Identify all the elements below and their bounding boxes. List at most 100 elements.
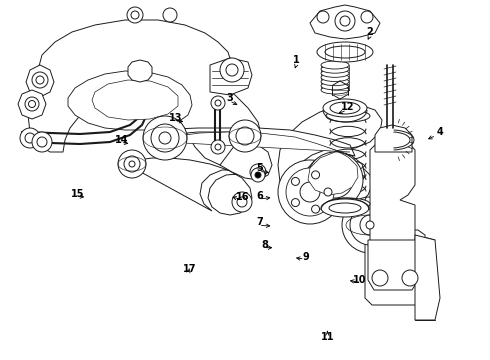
Ellipse shape xyxy=(326,198,370,210)
Ellipse shape xyxy=(321,199,369,217)
Text: 13: 13 xyxy=(169,113,182,123)
Circle shape xyxy=(342,197,398,253)
Polygon shape xyxy=(26,65,54,97)
Polygon shape xyxy=(18,90,46,119)
Circle shape xyxy=(402,270,418,286)
Circle shape xyxy=(36,76,44,84)
Circle shape xyxy=(131,11,139,19)
Ellipse shape xyxy=(321,69,349,77)
Ellipse shape xyxy=(329,203,361,213)
Polygon shape xyxy=(28,20,262,167)
Ellipse shape xyxy=(326,110,370,122)
Ellipse shape xyxy=(330,102,360,114)
Text: 3: 3 xyxy=(226,93,233,103)
Polygon shape xyxy=(68,71,192,130)
Circle shape xyxy=(335,11,355,31)
Circle shape xyxy=(220,58,244,82)
Circle shape xyxy=(163,8,177,22)
Ellipse shape xyxy=(321,82,349,90)
Circle shape xyxy=(324,188,332,196)
Circle shape xyxy=(366,221,374,229)
Circle shape xyxy=(360,215,380,235)
Circle shape xyxy=(250,164,266,180)
Polygon shape xyxy=(368,240,418,290)
Circle shape xyxy=(254,168,262,176)
Circle shape xyxy=(255,172,261,178)
Circle shape xyxy=(361,11,373,23)
Ellipse shape xyxy=(321,65,349,73)
Circle shape xyxy=(226,64,238,76)
Polygon shape xyxy=(415,235,440,320)
Circle shape xyxy=(317,11,329,23)
Circle shape xyxy=(237,197,247,207)
Polygon shape xyxy=(310,5,380,39)
Circle shape xyxy=(127,7,143,23)
Text: 10: 10 xyxy=(353,275,367,285)
Text: 15: 15 xyxy=(71,189,84,199)
Circle shape xyxy=(317,162,353,198)
Circle shape xyxy=(143,116,187,160)
Circle shape xyxy=(292,199,299,207)
Circle shape xyxy=(307,152,363,208)
Ellipse shape xyxy=(331,85,349,95)
Text: 6: 6 xyxy=(256,191,263,201)
Circle shape xyxy=(20,128,40,148)
Text: 1: 1 xyxy=(293,55,300,66)
Circle shape xyxy=(232,192,252,212)
Circle shape xyxy=(211,96,225,110)
Text: 8: 8 xyxy=(261,240,268,250)
Polygon shape xyxy=(375,125,412,152)
Circle shape xyxy=(159,132,171,144)
Circle shape xyxy=(350,205,390,245)
Text: 2: 2 xyxy=(367,27,373,37)
Polygon shape xyxy=(165,132,358,195)
Circle shape xyxy=(215,144,221,150)
Polygon shape xyxy=(278,105,382,205)
Circle shape xyxy=(151,124,179,152)
Circle shape xyxy=(251,168,265,182)
Ellipse shape xyxy=(321,78,349,86)
Circle shape xyxy=(236,127,254,145)
Text: 5: 5 xyxy=(256,163,263,174)
Ellipse shape xyxy=(325,46,365,58)
Polygon shape xyxy=(128,158,252,215)
Text: 17: 17 xyxy=(183,264,197,274)
Polygon shape xyxy=(370,138,415,252)
Circle shape xyxy=(312,205,319,213)
Circle shape xyxy=(118,150,146,178)
Circle shape xyxy=(229,120,261,152)
Polygon shape xyxy=(220,142,272,180)
Polygon shape xyxy=(128,60,152,82)
Polygon shape xyxy=(92,80,178,120)
Circle shape xyxy=(32,72,48,88)
Ellipse shape xyxy=(323,99,367,117)
Polygon shape xyxy=(155,128,365,195)
Circle shape xyxy=(215,100,221,106)
Circle shape xyxy=(211,140,225,154)
Circle shape xyxy=(37,137,47,147)
Circle shape xyxy=(25,133,35,143)
Circle shape xyxy=(32,132,52,152)
Polygon shape xyxy=(365,230,425,305)
Ellipse shape xyxy=(321,61,349,69)
Text: 12: 12 xyxy=(341,102,355,112)
Circle shape xyxy=(286,168,334,216)
Circle shape xyxy=(129,161,135,167)
Text: 9: 9 xyxy=(303,252,310,262)
Circle shape xyxy=(340,16,350,26)
Text: 7: 7 xyxy=(256,217,263,228)
Circle shape xyxy=(28,100,35,108)
Circle shape xyxy=(312,171,319,179)
Polygon shape xyxy=(210,58,252,95)
Text: 4: 4 xyxy=(437,127,443,138)
Ellipse shape xyxy=(321,73,349,81)
Text: 11: 11 xyxy=(320,332,334,342)
Ellipse shape xyxy=(321,86,349,94)
Circle shape xyxy=(278,160,342,224)
Circle shape xyxy=(300,182,320,202)
Ellipse shape xyxy=(317,42,373,62)
Circle shape xyxy=(25,97,39,111)
Circle shape xyxy=(124,156,140,172)
Text: 16: 16 xyxy=(236,192,249,202)
Circle shape xyxy=(292,177,299,185)
